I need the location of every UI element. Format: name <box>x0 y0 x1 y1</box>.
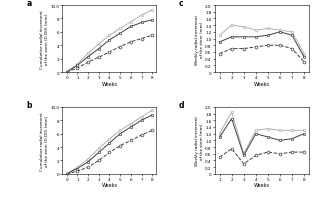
Y-axis label: Weekly radial increment
of the stem (mm): Weekly radial increment of the stem (mm) <box>195 116 204 166</box>
Text: c: c <box>179 0 184 8</box>
X-axis label: Weeks: Weeks <box>101 81 117 86</box>
Y-axis label: Cumulative radial increment
of the stem (D-D0) (mm): Cumulative radial increment of the stem … <box>40 111 49 170</box>
Y-axis label: Weekly radial increment
of the stem (mm): Weekly radial increment of the stem (mm) <box>195 14 204 64</box>
X-axis label: Weeks: Weeks <box>254 183 270 188</box>
X-axis label: Weeks: Weeks <box>254 81 270 86</box>
Text: a: a <box>27 0 32 8</box>
Text: d: d <box>179 101 185 110</box>
X-axis label: Weeks: Weeks <box>101 183 117 188</box>
Text: b: b <box>27 101 32 110</box>
Y-axis label: Cumulative radial increment
of the stem (D-D0) (mm): Cumulative radial increment of the stem … <box>40 10 49 69</box>
